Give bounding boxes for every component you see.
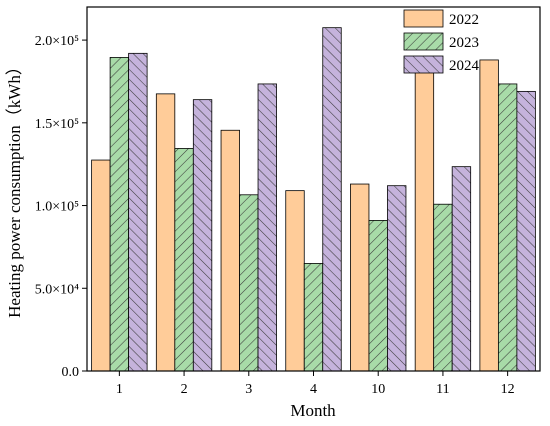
x-tick-label: 12: [501, 382, 515, 397]
x-tick-label: 11: [436, 382, 449, 397]
legend-swatch-2023: [403, 32, 444, 51]
bar-2022-month-3: [220, 129, 240, 372]
bar-2023-month-11: [433, 203, 453, 372]
y-tick-label: 2.0×10⁵: [35, 34, 79, 49]
bar-2024-month-3: [257, 83, 277, 372]
bar-2024-month-1: [128, 52, 148, 372]
bar-2024-month-2: [192, 99, 213, 372]
legend-label-2024: 2024: [449, 58, 480, 74]
bar-2022-month-4: [285, 190, 305, 372]
y-tick-label: 0.0: [62, 365, 80, 380]
x-tick-label: 1: [116, 382, 123, 397]
y-tick-label: 5.0×10⁴: [35, 282, 79, 297]
y-tick-label: 1.0×10⁵: [35, 200, 79, 215]
x-tick-label: 3: [245, 382, 252, 397]
bar-2023-month-3: [239, 194, 259, 372]
bar-2024-month-10: [387, 185, 407, 372]
bar-2024-month-4: [322, 27, 342, 372]
bar-2022-month-11: [414, 68, 435, 372]
x-axis-label: Month: [290, 401, 336, 420]
x-tick-label: 4: [310, 382, 317, 397]
legend-swatch-2024: [403, 55, 444, 74]
legend: 2022 2023 2024: [403, 9, 480, 74]
y-tick-label: 1.5×10⁵: [35, 117, 79, 132]
bar-2023-month-2: [174, 148, 194, 372]
bar-2023-month-4: [303, 263, 324, 372]
bar-2022-month-1: [91, 159, 111, 372]
x-tick-label: 10: [371, 382, 385, 397]
bar-2023-month-1: [109, 57, 130, 372]
bar-2024-month-11: [451, 166, 472, 372]
legend-label-2022: 2022: [449, 12, 479, 28]
x-tick-label: 2: [181, 382, 188, 397]
bar-2022-month-2: [155, 93, 176, 372]
legend-swatch-2022: [403, 9, 444, 28]
legend-label-2023: 2023: [449, 35, 479, 51]
bar-2022-month-10: [350, 183, 370, 372]
y-axis-label: Heating power consumption（kWh）: [5, 58, 24, 318]
bar-2023-month-12: [497, 83, 518, 372]
bar-2022-month-12: [479, 59, 499, 372]
bar-2024-month-12: [516, 90, 536, 372]
bar-2023-month-10: [368, 220, 388, 372]
bars-layer: [91, 27, 536, 372]
